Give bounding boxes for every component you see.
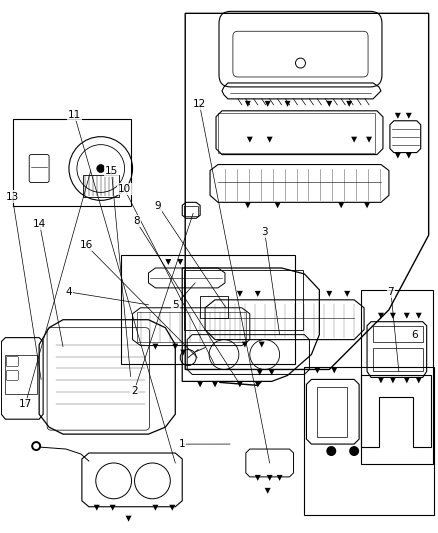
Polygon shape — [395, 113, 401, 119]
Text: 5: 5 — [172, 300, 179, 310]
Text: 2: 2 — [131, 386, 138, 396]
Circle shape — [349, 446, 359, 456]
Polygon shape — [395, 152, 401, 158]
Text: 10: 10 — [117, 183, 131, 193]
Polygon shape — [416, 377, 422, 383]
Polygon shape — [257, 369, 263, 375]
Polygon shape — [255, 291, 261, 297]
Polygon shape — [265, 101, 271, 107]
Polygon shape — [351, 136, 357, 143]
Polygon shape — [277, 475, 283, 481]
Polygon shape — [390, 313, 396, 319]
Polygon shape — [285, 101, 290, 107]
Polygon shape — [268, 369, 275, 375]
Circle shape — [326, 446, 336, 456]
Polygon shape — [314, 367, 320, 374]
Polygon shape — [267, 475, 273, 481]
Polygon shape — [165, 259, 171, 265]
Circle shape — [97, 165, 105, 173]
Text: 6: 6 — [412, 330, 418, 341]
Polygon shape — [416, 313, 422, 319]
Polygon shape — [404, 313, 410, 319]
Polygon shape — [177, 259, 183, 265]
Polygon shape — [267, 136, 273, 143]
Polygon shape — [110, 505, 116, 511]
Polygon shape — [326, 291, 332, 297]
Circle shape — [33, 443, 39, 449]
Polygon shape — [378, 377, 384, 383]
Text: 16: 16 — [80, 240, 93, 251]
Text: 9: 9 — [155, 200, 161, 211]
Polygon shape — [406, 113, 412, 119]
Polygon shape — [378, 313, 384, 319]
Polygon shape — [338, 203, 344, 208]
Text: 13: 13 — [6, 191, 19, 201]
Polygon shape — [259, 342, 265, 348]
Polygon shape — [170, 505, 175, 511]
Polygon shape — [245, 203, 251, 208]
Polygon shape — [406, 152, 412, 158]
Polygon shape — [172, 344, 178, 350]
Polygon shape — [326, 101, 332, 107]
Polygon shape — [364, 203, 370, 208]
Polygon shape — [404, 377, 410, 383]
Polygon shape — [152, 505, 159, 511]
Text: 4: 4 — [66, 287, 72, 297]
Text: 12: 12 — [193, 99, 206, 109]
Polygon shape — [366, 136, 372, 143]
Circle shape — [31, 441, 41, 451]
Text: 3: 3 — [261, 227, 268, 237]
Polygon shape — [265, 488, 271, 494]
Text: 8: 8 — [133, 216, 140, 227]
Polygon shape — [212, 382, 218, 387]
Polygon shape — [237, 382, 243, 387]
Polygon shape — [237, 291, 243, 297]
Text: 15: 15 — [105, 166, 118, 176]
Polygon shape — [180, 350, 186, 356]
Polygon shape — [242, 342, 248, 348]
Polygon shape — [152, 344, 159, 350]
Polygon shape — [275, 203, 281, 208]
Polygon shape — [331, 367, 337, 374]
Polygon shape — [255, 475, 261, 481]
Text: 14: 14 — [33, 219, 46, 229]
Polygon shape — [197, 382, 203, 387]
Text: 17: 17 — [19, 399, 32, 409]
Text: 1: 1 — [179, 439, 185, 449]
Polygon shape — [94, 505, 100, 511]
Polygon shape — [346, 101, 352, 107]
Polygon shape — [390, 377, 396, 383]
Polygon shape — [255, 382, 261, 387]
Text: 7: 7 — [388, 287, 394, 297]
Polygon shape — [126, 516, 131, 522]
Polygon shape — [247, 136, 253, 143]
Text: 11: 11 — [68, 110, 81, 120]
Polygon shape — [245, 101, 251, 107]
Polygon shape — [344, 291, 350, 297]
